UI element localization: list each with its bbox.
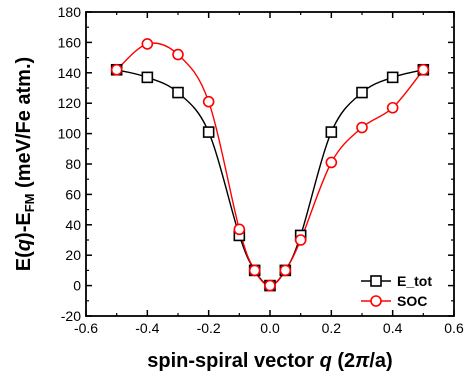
series-lines	[116, 42, 424, 287]
series-1-point-3	[202, 95, 215, 108]
x-tick-label-2: -0.2	[197, 320, 221, 336]
y-tick-label-10: 180	[58, 4, 82, 20]
series-1-point-6	[264, 279, 276, 292]
x-tick-label-1: -0.4	[135, 320, 159, 336]
y-tick-label-9: 160	[58, 34, 82, 50]
y-axis-title: E(q)-EFM (meV/Fe atm.)	[13, 57, 37, 271]
y-title-part-4: FM	[22, 194, 37, 213]
series-1-point-2	[172, 48, 184, 61]
x-title-part-5: /a)	[369, 350, 392, 372]
series-line-0	[116, 69, 424, 287]
y-title-part-2: q	[13, 239, 35, 251]
x-axis-title: spin-spiral vector q (2π/a)	[147, 350, 392, 372]
series-1-point-12	[417, 63, 430, 76]
x-tick-label-0: -0.6	[74, 320, 98, 336]
y-title-part-3: )-E	[13, 212, 35, 239]
x-tick-label-4: 0.2	[322, 320, 342, 336]
series-0-point-3	[202, 126, 215, 138]
x-title-part-3: (2	[332, 350, 355, 372]
x-title-part-2: q	[320, 350, 332, 372]
series-1-point-11	[386, 101, 399, 114]
y-tick-label-3: 40	[65, 217, 81, 233]
x-tick-label-6: 0.6	[444, 320, 464, 336]
series-0-point-11	[386, 71, 399, 84]
y-tick-label-2: 20	[65, 247, 81, 263]
series-1-point-0	[110, 63, 123, 76]
series-1-point-9	[325, 156, 338, 169]
legend-label-e-tot: E_tot	[397, 273, 432, 289]
series-0-point-10	[356, 86, 368, 99]
y-tick-label-5: 80	[65, 156, 81, 172]
series-1-point-8	[294, 234, 307, 246]
series-markers	[110, 38, 430, 292]
x-title-part-1: spin-spiral vector	[147, 350, 319, 372]
plot-frame	[85, 11, 455, 317]
x-title-part-4: π	[355, 350, 370, 372]
axis-ticks	[85, 11, 455, 317]
y-tick-label-0: -20	[61, 308, 81, 324]
series-0-point-9	[325, 126, 338, 138]
series-1-point-1	[141, 38, 154, 50]
axis-tick-labels: -0.6 -0.4 -0.2 0.0 0.2 0.4 0.6 -20 0 20 40 60 80 100 1…	[58, 4, 464, 336]
legend-marker-soc	[370, 295, 382, 307]
y-title-part-1: E(	[13, 251, 35, 271]
series-1-point-5	[248, 264, 261, 277]
series-line-1	[116, 42, 424, 287]
legend-marker-e-tot	[370, 275, 382, 287]
series-0-point-1	[141, 71, 154, 84]
y-tick-label-8: 140	[58, 65, 82, 81]
series-1-point-10	[356, 121, 368, 134]
y-title-part-5: (meV/Fe atm.)	[13, 57, 35, 194]
series-0-point-2	[172, 86, 184, 99]
y-tick-label-7: 120	[58, 95, 82, 111]
legend-label-soc: SOC	[397, 293, 427, 309]
y-tick-label-4: 60	[65, 186, 81, 202]
x-tick-label-3: 0.0	[260, 320, 280, 336]
series-1-point-4	[233, 223, 246, 236]
y-tick-label-1: 0	[73, 278, 81, 294]
series-1-point-7	[279, 264, 292, 277]
x-tick-label-5: 0.4	[383, 320, 403, 336]
legend: E_tot SOC	[361, 273, 432, 309]
y-tick-label-6: 100	[58, 126, 82, 142]
